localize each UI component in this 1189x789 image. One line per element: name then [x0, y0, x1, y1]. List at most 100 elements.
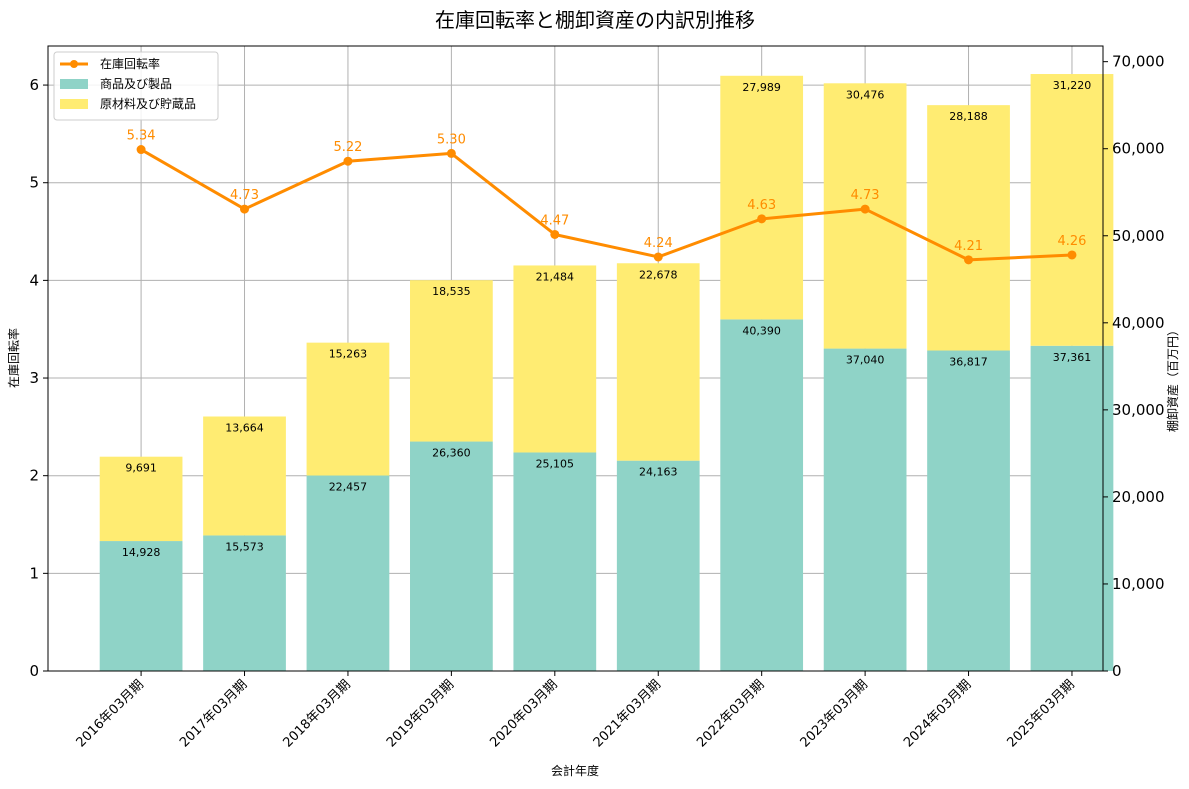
right-tick-label: 30,000: [1112, 401, 1165, 419]
data-label-materials: 30,476: [846, 88, 885, 101]
chart-title: 在庫回転率と棚卸資産の内訳別推移: [435, 8, 755, 32]
left-tick-label: 5: [29, 174, 39, 192]
data-label-turnover: 5.22: [333, 140, 362, 155]
left-axis: 0 1 2 3 4 5 6: [29, 76, 48, 680]
plot-frame: [47, 45, 1104, 672]
right-axis: 0 10,000 20,000 30,000 40,000 50,000 60,000 70,…: [1103, 53, 1165, 680]
right-tick-label: 60,000: [1112, 140, 1165, 158]
turnover-point: [240, 204, 250, 214]
data-label-goods: 26,360: [432, 447, 471, 460]
turnover-point: [653, 252, 663, 262]
legend-swatch: [60, 99, 88, 109]
data-label-turnover: 4.26: [1057, 234, 1086, 249]
data-label-materials: 21,484: [536, 270, 575, 283]
data-label-turnover: 4.73: [851, 188, 880, 203]
data-label-materials: 18,535: [432, 285, 471, 298]
data-label-materials: 27,989: [742, 81, 781, 94]
legend-label: 原材料及び貯蔵品: [100, 97, 196, 111]
x-axis: 2016年03月期 2017年03月期 2018年03月期 2019年03月期 2020…: [74, 671, 1078, 751]
bar-segment-goods: [927, 350, 1010, 671]
turnover-point: [550, 229, 560, 239]
bar-series: [99, 74, 1114, 671]
bar-segment-goods: [720, 319, 804, 671]
x-tick-label: 2023年03月期: [798, 677, 871, 750]
bar-segment-goods: [203, 535, 286, 671]
data-label-goods: 25,105: [536, 457, 575, 470]
bar-segment-goods: [823, 348, 907, 671]
data-label-goods: 15,573: [225, 540, 264, 553]
data-label-materials: 22,678: [639, 268, 678, 281]
turnover-point: [860, 204, 870, 214]
data-labels: 14,928 9,691 15,573 13,664 22,457 15,263 26,36…: [122, 79, 1091, 559]
left-axis-title: 在庫回転率: [6, 328, 21, 388]
left-tick-label: 1: [29, 564, 39, 582]
right-tick-label: 0: [1112, 662, 1122, 680]
data-label-materials: 13,664: [225, 421, 264, 434]
left-tick-label: 4: [29, 271, 39, 289]
right-tick-label: 40,000: [1112, 314, 1165, 332]
bar-segment-materials: [720, 75, 804, 320]
x-tick-label: 2017年03月期: [177, 677, 250, 750]
data-label-materials: 31,220: [1053, 79, 1092, 92]
data-label-goods: 14,928: [122, 546, 161, 559]
right-tick-label: 20,000: [1112, 488, 1165, 506]
turnover-point: [343, 156, 353, 166]
x-tick-label: 2022年03月期: [694, 677, 767, 750]
bar-segment-materials: [306, 342, 390, 476]
legend-box: [53, 51, 219, 121]
bar-segment-materials: [1030, 74, 1114, 346]
legend-label: 商品及び製品: [100, 76, 172, 91]
right-axis-title: 棚卸資産（百万円）: [1165, 324, 1180, 432]
data-label-goods: 22,457: [329, 481, 368, 494]
data-label-turnover: 4.73: [230, 188, 259, 203]
bar-segment-materials: [203, 416, 286, 536]
legend-swatch: [60, 79, 88, 89]
data-label-turnover: 5.34: [127, 129, 156, 144]
bar-segment-goods: [306, 475, 390, 671]
right-tick-label: 50,000: [1112, 227, 1165, 245]
data-label-goods: 40,390: [742, 324, 781, 337]
turnover-point: [446, 148, 456, 158]
legend-label: 在庫回転率: [100, 56, 160, 71]
data-label-materials: 9,691: [125, 462, 157, 475]
bar-segment-materials: [99, 456, 183, 542]
x-tick-label: 2019年03月期: [384, 677, 457, 750]
turnover-point: [964, 255, 974, 265]
data-label-goods: 24,163: [639, 466, 678, 479]
turnover-point: [757, 214, 767, 224]
bar-segment-goods: [616, 460, 700, 671]
data-label-turnover: 4.21: [954, 239, 983, 254]
data-label-goods: 37,361: [1053, 351, 1092, 364]
bar-segment-materials: [823, 83, 907, 349]
line-series: [136, 145, 1077, 265]
data-label-turnover: 4.47: [540, 213, 569, 228]
x-tick-label: 2018年03月期: [280, 677, 353, 750]
data-label-materials: 28,188: [949, 110, 988, 123]
data-label-goods: 37,040: [846, 354, 885, 367]
x-tick-label: 2024年03月期: [901, 677, 974, 750]
x-tick-label: 2025年03月期: [1005, 677, 1078, 750]
x-tick-label: 2021年03月期: [591, 677, 664, 750]
bar-segment-goods: [1030, 345, 1114, 671]
bar-segment-goods: [99, 541, 183, 671]
legend-swatch-marker: [70, 60, 78, 68]
bar-segment-materials: [616, 263, 700, 461]
turnover-point: [1067, 250, 1077, 260]
right-tick-label: 10,000: [1112, 575, 1165, 593]
x-axis-title: 会計年度: [551, 763, 599, 778]
data-label-materials: 15,263: [329, 348, 368, 361]
x-tick-label: 2016年03月期: [74, 677, 147, 750]
turnover-point: [136, 145, 146, 155]
left-tick-label: 2: [29, 467, 39, 485]
left-tick-label: 3: [29, 369, 39, 387]
data-label-turnover: 4.63: [747, 198, 776, 213]
x-tick-label: 2020年03月期: [487, 677, 560, 750]
data-label-turnover: 5.30: [437, 132, 466, 147]
bar-segment-materials: [410, 280, 493, 442]
bar-segment-goods: [410, 441, 493, 671]
data-label-goods: 36,817: [949, 356, 988, 369]
data-label-turnover: 4.24: [644, 236, 673, 251]
left-tick-label: 6: [29, 76, 39, 94]
